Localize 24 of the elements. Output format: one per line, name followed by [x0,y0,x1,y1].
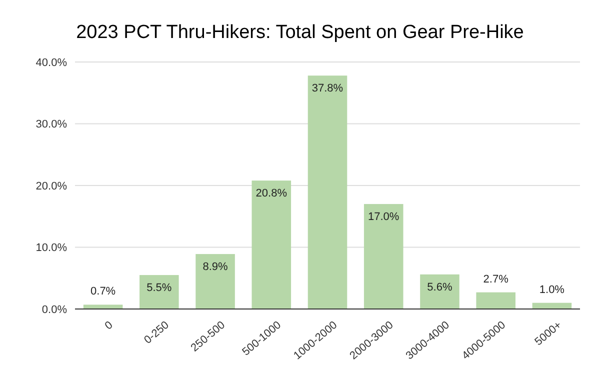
data-label: 2.7% [483,273,509,286]
data-label: 0.7% [90,286,116,298]
bar [196,254,235,309]
chart-title: 2023 PCT Thru-Hikers: Total Spent on Gear Pre-Hike [76,22,524,43]
data-label: 1.0% [539,284,565,296]
bar [83,304,123,309]
bar [308,76,348,309]
data-label: 37.8% [312,82,344,95]
y-tick-label: 30.0% [36,118,68,131]
data-label: 5.5% [146,282,172,294]
data-label: 8.9% [202,261,228,274]
bar [364,204,404,309]
y-tick-label: 0.0% [42,304,68,316]
bar [252,180,292,309]
bar [140,275,179,309]
x-tick-label: 0 [102,319,116,332]
data-label: 17.0% [368,211,400,224]
y-tick-label: 40.0% [36,56,68,69]
data-label: 5.6% [427,281,452,294]
y-tick-label: 10.0% [36,242,68,254]
data-label: 20.8% [256,188,288,200]
bar [476,292,516,309]
bar [420,274,460,309]
y-tick-label: 20.0% [36,180,68,192]
